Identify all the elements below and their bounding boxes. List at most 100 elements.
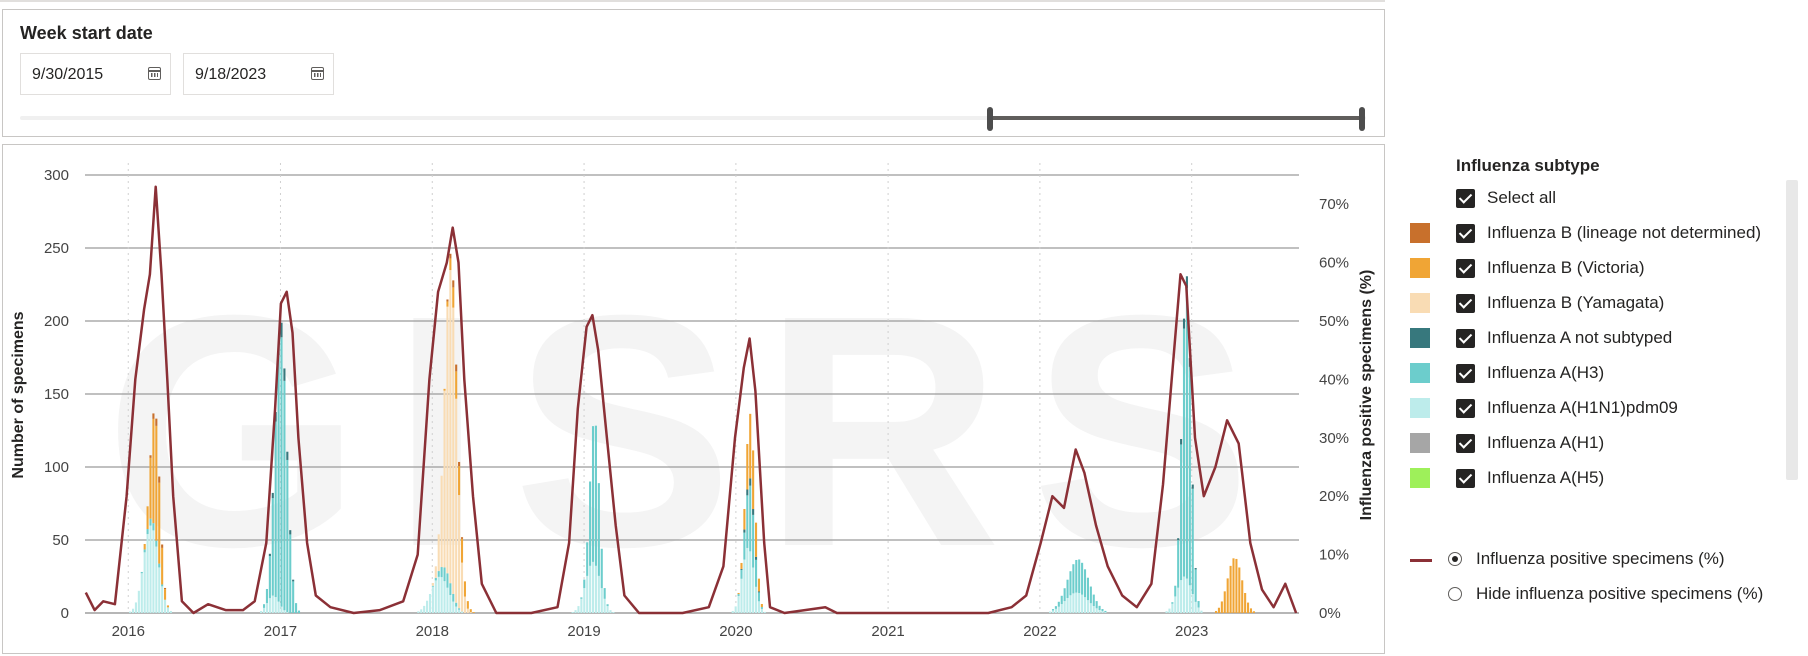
radio-selected-icon[interactable]: [1448, 552, 1462, 566]
bar-segment: [743, 559, 746, 613]
legend-item[interactable]: Influenza A(H5): [1408, 464, 1808, 494]
checkbox-checked-icon[interactable]: [1456, 399, 1475, 418]
bar-segment: [452, 601, 455, 613]
bar-segment: [161, 547, 164, 585]
bar-segment: [446, 587, 449, 613]
checkbox-checked-icon[interactable]: [1456, 259, 1475, 278]
start-date-input[interactable]: 9/30/2015: [20, 53, 171, 95]
x-tick-label: 2016: [112, 623, 145, 640]
bar-segment: [1101, 611, 1104, 613]
y-tick-label: 0: [61, 605, 69, 622]
bar-segment: [589, 481, 592, 566]
bar-segment: [164, 599, 167, 613]
x-tick-label: 2019: [567, 623, 600, 640]
bar-segment: [743, 529, 746, 533]
bar-segment: [440, 475, 443, 568]
bar-segment: [274, 421, 277, 598]
bar-segment: [268, 556, 271, 599]
bar-segment: [292, 581, 295, 613]
legend-item[interactable]: Influenza B (Yamagata): [1408, 289, 1808, 319]
bar-segment: [1182, 328, 1186, 577]
bar-segment: [1200, 610, 1203, 613]
bar-segment: [752, 450, 755, 510]
bar-segment: [274, 597, 277, 613]
legend-select-all[interactable]: Select all: [1408, 184, 1808, 214]
bar-segment: [1104, 610, 1107, 613]
legend-item[interactable]: Influenza B (lineage not determined): [1408, 219, 1808, 249]
bar-segment: [591, 426, 595, 562]
bar-segment: [169, 610, 172, 613]
bar-segment: [1051, 609, 1055, 611]
legend-swatch: [1410, 468, 1430, 488]
bar-segment: [1247, 602, 1250, 613]
bar-segment: [755, 522, 758, 557]
checkbox-checked-icon[interactable]: [1456, 294, 1475, 313]
y-tick-label: 150: [44, 386, 69, 403]
bar-segment: [1185, 276, 1188, 288]
chart-panel: GISRS 0 50 100 150 200 250 300 0% 10% 20% 30% 40% 50%…: [2, 144, 1385, 654]
bar-segment: [446, 301, 449, 307]
bar-segment: [606, 604, 609, 607]
slider-handle-start[interactable]: [987, 107, 993, 131]
bar-segment: [577, 606, 580, 613]
checkbox-checked-icon[interactable]: [1456, 224, 1475, 243]
bar-segment: [297, 610, 301, 613]
bar-segment: [586, 542, 589, 576]
legend-swatch: [1410, 363, 1430, 383]
bar-segment: [1177, 538, 1180, 541]
checkbox-checked-icon[interactable]: [1456, 434, 1475, 453]
bar-segment: [1174, 596, 1177, 613]
bar-segment: [583, 579, 586, 589]
bar-segment: [760, 603, 763, 608]
legend-swatch: [1410, 328, 1430, 348]
bar-segment: [1194, 568, 1197, 570]
bar-segment: [434, 577, 437, 581]
legend-scrollbar[interactable]: [1786, 180, 1798, 480]
bar-segment: [597, 483, 600, 576]
legend-item-label: Influenza B (Victoria): [1487, 258, 1645, 277]
bar-segment: [286, 451, 289, 460]
bar-segment: [140, 571, 143, 574]
legend-item[interactable]: Influenza A(H3): [1408, 359, 1808, 389]
bar-segment: [437, 576, 440, 613]
legend-item-label: Influenza A not subtyped: [1487, 328, 1673, 347]
legend-item[interactable]: Influenza A(H1N1)pdm09: [1408, 394, 1808, 424]
bar-segment: [606, 606, 609, 613]
checkbox-checked-icon[interactable]: [1456, 189, 1475, 208]
legend-item[interactable]: Influenza B (Victoria): [1408, 254, 1808, 284]
bar-segment: [161, 586, 164, 613]
bar-segment: [1168, 608, 1171, 613]
bar-segment: [1223, 591, 1226, 613]
checkbox-checked-icon[interactable]: [1456, 329, 1475, 348]
calendar-icon[interactable]: [311, 67, 324, 80]
bar-segment: [731, 611, 734, 613]
checkbox-checked-icon[interactable]: [1456, 469, 1475, 488]
bar-segment: [458, 495, 461, 609]
bar-segment: [263, 604, 266, 608]
bar-segment: [1049, 611, 1052, 613]
checkbox-checked-icon[interactable]: [1456, 364, 1475, 383]
legend-item[interactable]: Influenza A not subtyped: [1408, 324, 1808, 354]
line-option-hide[interactable]: Hide influenza positive specimens (%): [1408, 581, 1808, 611]
bar-segment: [417, 611, 420, 613]
calendar-icon[interactable]: [148, 67, 161, 80]
bar-segment: [1180, 580, 1183, 613]
legend-item[interactable]: Influenza A(H1): [1408, 429, 1808, 459]
end-date-input[interactable]: 9/18/2023: [183, 53, 334, 95]
bar-segment: [152, 523, 155, 531]
end-date-value: 9/18/2023: [195, 66, 267, 83]
date-range-slider-track[interactable]: [20, 116, 1366, 120]
bar-segment: [1180, 444, 1183, 581]
bar-segment: [1249, 608, 1253, 613]
slider-handle-end[interactable]: [1359, 107, 1365, 131]
bar-segment: [574, 610, 577, 613]
bar-segment: [466, 608, 469, 613]
bar-segment: [1078, 559, 1081, 594]
bar-segment: [455, 371, 458, 399]
bar-segment: [1252, 611, 1255, 613]
radio-unselected-icon[interactable]: [1448, 587, 1462, 601]
bar-segment: [1191, 594, 1194, 613]
line-option-show[interactable]: Influenza positive specimens (%): [1408, 546, 1808, 576]
bar-segment: [1194, 601, 1197, 613]
bar-segment: [452, 280, 455, 288]
